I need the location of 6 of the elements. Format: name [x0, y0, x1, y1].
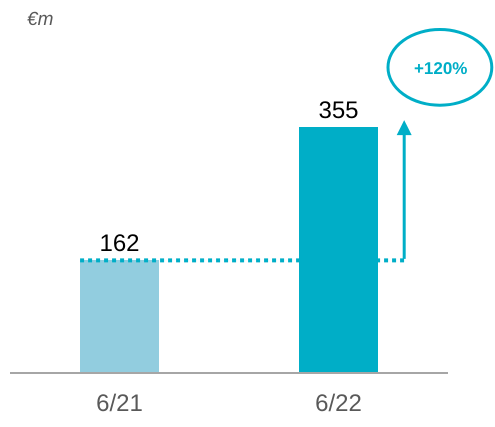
- x-tick-label: 6/22: [315, 390, 362, 417]
- text: +120%: [414, 59, 468, 78]
- x-tick-label: 6/21: [96, 390, 143, 417]
- data-label: 162: [99, 230, 140, 257]
- text: €m: [27, 9, 54, 30]
- data-label: 355: [318, 97, 359, 124]
